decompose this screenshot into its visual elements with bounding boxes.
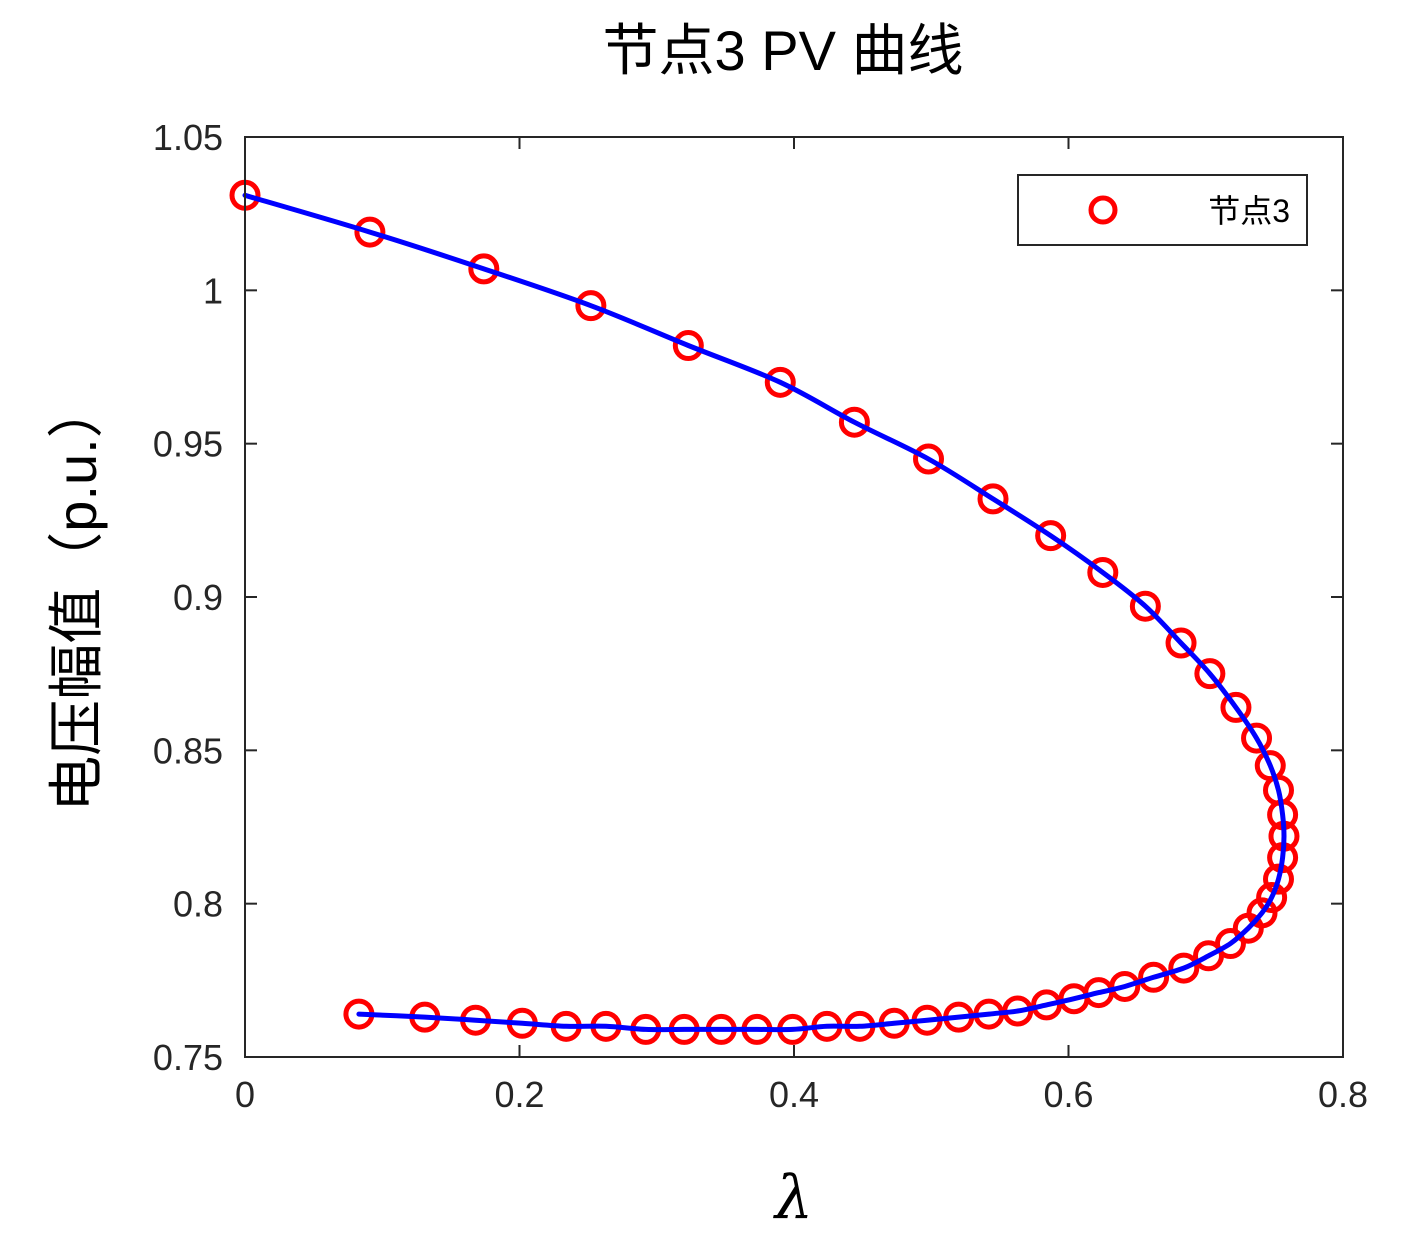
y-tick-label: 0.9 xyxy=(173,577,223,618)
data-point-marker xyxy=(575,290,607,322)
y-tick-label: 1.05 xyxy=(153,117,223,158)
pv-curve-line xyxy=(242,192,1287,1033)
data-point-marker xyxy=(672,330,704,362)
x-axis-label: λ xyxy=(773,1163,813,1230)
chart-title: 节点3 PV 曲线 xyxy=(603,19,964,82)
legend-marker-icon xyxy=(1088,195,1118,225)
data-point-marker xyxy=(1256,882,1288,914)
data-point-marker xyxy=(838,406,870,438)
data-point-marker xyxy=(913,443,945,475)
y-tick-label: 1 xyxy=(203,270,223,311)
data-point-marker xyxy=(1168,952,1200,984)
data-point-marker xyxy=(1232,912,1264,944)
data-point-marker xyxy=(1220,691,1252,723)
data-point-marker xyxy=(1194,658,1226,690)
data-point-marker xyxy=(977,483,1009,515)
x-tick-label: 0.8 xyxy=(1318,1074,1368,1115)
plot-frame xyxy=(244,136,1344,1058)
legend: 节点3 xyxy=(1017,174,1308,246)
data-point-marker xyxy=(1087,556,1119,588)
data-point-marker xyxy=(1031,989,1063,1021)
data-point-marker xyxy=(1138,961,1170,993)
x-tick-label: 0.6 xyxy=(1043,1074,1093,1115)
legend-entry-label: 节点3 xyxy=(1208,193,1290,229)
x-tick-label: 0.4 xyxy=(769,1074,819,1115)
y-tick-label: 0.8 xyxy=(173,884,223,925)
data-point-marker xyxy=(1035,520,1067,552)
data-point-marker xyxy=(1058,983,1090,1015)
data-point-marker xyxy=(764,366,796,398)
y-tick-label: 0.95 xyxy=(153,424,223,465)
plot-area xyxy=(245,137,1343,1057)
legend-box xyxy=(1017,174,1308,246)
axes: 0 0.2 0.4 0.6 0.8 0.75 0.8 0.85 0.9 0.95 1 1.05 xyxy=(153,117,1368,1115)
data-point-marker xyxy=(1241,722,1273,754)
x-tick-label: 0.2 xyxy=(494,1074,544,1115)
series-layer xyxy=(229,179,1300,1045)
data-point-marker xyxy=(1192,940,1224,972)
y-tick-label: 0.75 xyxy=(153,1037,223,1078)
data-point-marker xyxy=(468,253,500,285)
x-tick-label: 0 xyxy=(235,1074,255,1115)
data-point-marker xyxy=(354,216,386,248)
data-point-marker xyxy=(1262,863,1294,895)
y-tick-label: 0.85 xyxy=(153,730,223,771)
y-axis-label: 电压幅值（p.u.） xyxy=(45,382,108,811)
data-point-marker xyxy=(1165,627,1197,659)
data-point-marker xyxy=(1129,590,1161,622)
